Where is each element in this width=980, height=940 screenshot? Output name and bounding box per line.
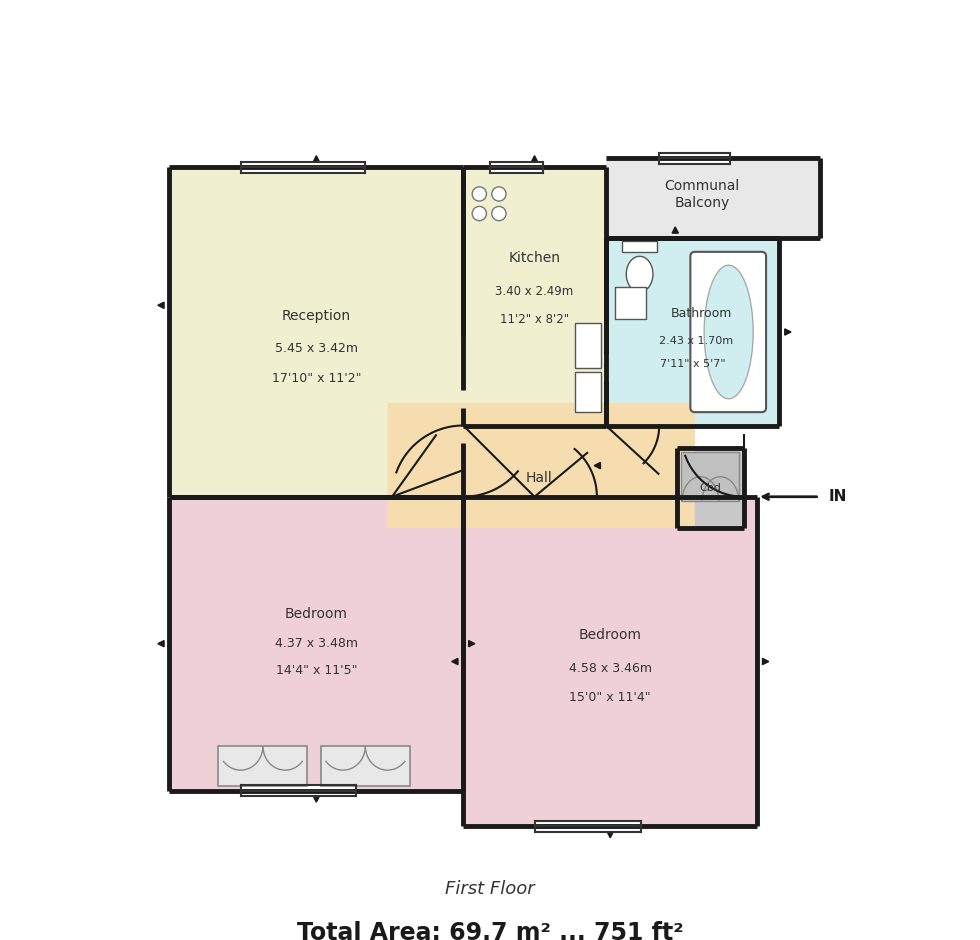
Circle shape [472, 207, 486, 221]
Circle shape [492, 207, 506, 221]
Bar [606, 239, 779, 426]
Bar [574, 372, 602, 412]
Bar [677, 447, 744, 528]
Circle shape [472, 187, 486, 201]
Bar [660, 153, 730, 164]
Polygon shape [762, 658, 768, 665]
Text: Cbd: Cbd [700, 483, 721, 493]
Bar [464, 167, 606, 426]
Text: 11'2" x 8'2": 11'2" x 8'2" [500, 313, 569, 326]
Text: Bedroom: Bedroom [579, 628, 642, 642]
Bar [219, 746, 308, 786]
Polygon shape [785, 329, 791, 335]
Text: 17'10" x 11'2": 17'10" x 11'2" [271, 371, 361, 384]
Bar [574, 323, 602, 368]
Polygon shape [158, 640, 164, 647]
Polygon shape [452, 658, 458, 665]
Polygon shape [594, 462, 601, 469]
Bar [241, 162, 366, 173]
Bar [387, 403, 695, 528]
Bar [170, 496, 464, 791]
Bar [614, 288, 646, 319]
Bar [320, 746, 410, 786]
Text: 5.45 x 3.42m: 5.45 x 3.42m [274, 342, 358, 355]
FancyBboxPatch shape [681, 452, 739, 501]
Text: 4.58 x 3.46m: 4.58 x 3.46m [568, 662, 652, 675]
Bar [464, 496, 758, 826]
Bar [534, 821, 641, 832]
Text: Bedroom: Bedroom [285, 607, 348, 621]
Text: Reception: Reception [282, 308, 351, 322]
Polygon shape [314, 796, 319, 802]
Polygon shape [531, 156, 538, 162]
Bar [170, 167, 464, 496]
Text: 3.40 x 2.49m: 3.40 x 2.49m [496, 285, 573, 298]
Circle shape [492, 187, 506, 201]
Polygon shape [672, 227, 678, 233]
Text: First Floor: First Floor [445, 880, 535, 898]
Text: Bathroom: Bathroom [670, 306, 732, 320]
Polygon shape [158, 302, 164, 308]
Bar [241, 785, 357, 796]
Ellipse shape [705, 265, 754, 399]
FancyBboxPatch shape [690, 252, 766, 412]
Ellipse shape [626, 257, 653, 292]
Text: 15'0" x 11'4": 15'0" x 11'4" [569, 691, 651, 704]
Text: Total Area: 69.7 m² ... 751 ft²: Total Area: 69.7 m² ... 751 ft² [297, 921, 683, 940]
Text: 4.37 x 3.48m: 4.37 x 3.48m [274, 637, 358, 650]
Text: 7'11" x 5'7": 7'11" x 5'7" [660, 359, 725, 368]
Polygon shape [607, 832, 613, 838]
Bar [490, 162, 544, 173]
Text: Kitchen: Kitchen [509, 251, 561, 265]
Bar [606, 158, 819, 239]
Polygon shape [468, 640, 475, 647]
Text: IN: IN [828, 489, 847, 504]
Text: 14'4" x 11'5": 14'4" x 11'5" [275, 664, 357, 677]
Text: Hall: Hall [525, 471, 553, 485]
Text: Communal
Balcony: Communal Balcony [664, 180, 740, 210]
Polygon shape [387, 403, 695, 528]
Bar [621, 242, 658, 252]
Text: 2.43 x 1.70m: 2.43 x 1.70m [659, 337, 733, 346]
Polygon shape [314, 156, 319, 162]
